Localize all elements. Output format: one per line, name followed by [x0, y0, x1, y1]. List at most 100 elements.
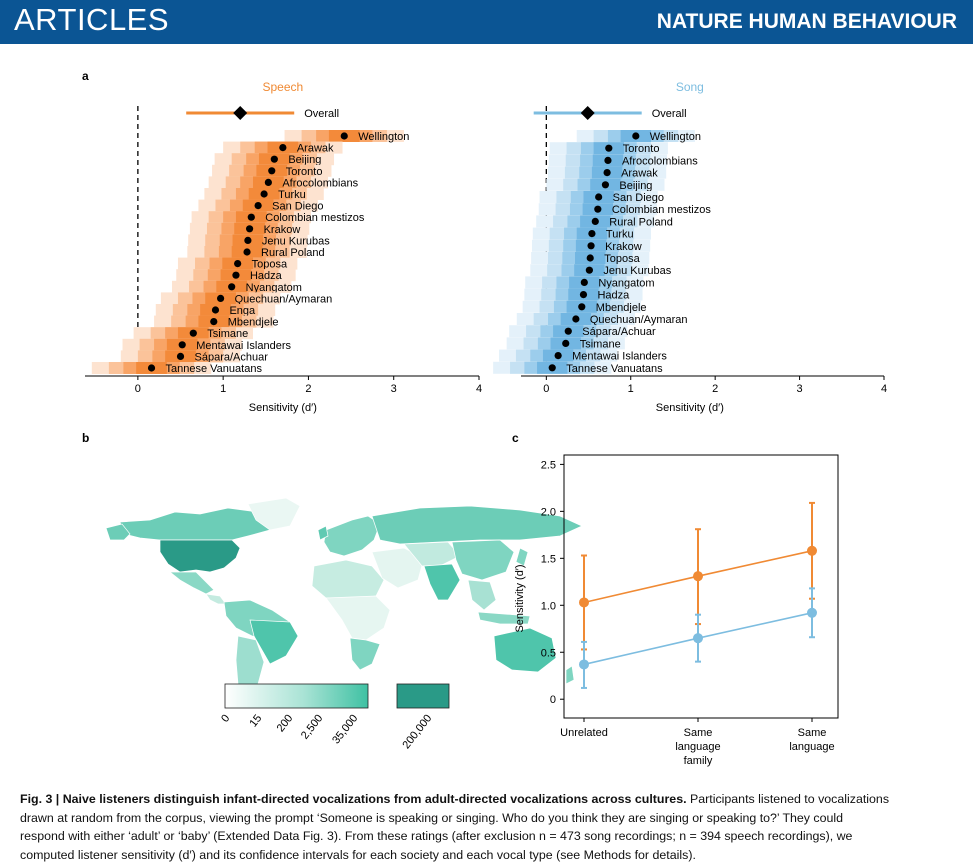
song-society-label: Toronto	[623, 143, 660, 155]
c-point	[693, 633, 703, 644]
caption-title: Fig. 3 | Naive listeners distinguish inf…	[20, 792, 687, 806]
speech-point	[268, 167, 276, 175]
map-new-zealand	[565, 665, 575, 685]
song-society-label: Arawak	[621, 168, 658, 180]
speech-point	[244, 236, 252, 244]
speech-point	[270, 155, 278, 163]
speech-point	[228, 283, 236, 291]
song-x-label: Sensitivity (d′)	[656, 402, 724, 414]
speech-society-label: Toposa	[252, 259, 288, 271]
panel-label-c: c	[512, 431, 519, 445]
speech-tick-label: 1	[220, 383, 226, 395]
map-legend-tick-label: 15	[247, 712, 264, 729]
song-society-label: Mentawai Islanders	[572, 351, 667, 363]
speech-society-label: Colombian mestizos	[265, 212, 365, 224]
speech-point	[189, 329, 197, 337]
speech-overall-label: Overall	[304, 108, 339, 120]
speech-point	[254, 202, 262, 210]
c-x-tick-label: language	[675, 741, 720, 753]
journal-header: ARTICLES NATURE HUMAN BEHAVIOUR	[0, 0, 973, 44]
song-point	[572, 315, 580, 323]
c-y-tick-label: 0.5	[541, 647, 556, 659]
song-point	[585, 266, 593, 274]
speech-point	[243, 248, 251, 256]
c-point	[579, 659, 589, 670]
song-society-label: Quechuan/Aymaran	[590, 314, 688, 326]
speech-society-label: Jenu Kurubas	[262, 235, 330, 247]
map-canada	[119, 507, 283, 541]
song-title: Song	[676, 80, 704, 94]
song-tick-label: 1	[628, 383, 634, 395]
song-tick-label: 2	[712, 383, 718, 395]
figure-3: a b c SpeechOverallWellingtonArawakBeiji…	[82, 69, 887, 767]
speech-tick-label: 4	[476, 383, 482, 395]
speech-point	[234, 260, 242, 268]
map-middle-east	[371, 547, 425, 589]
c-x-tick-label: Same	[684, 727, 713, 739]
speech-society-label: Wellington	[358, 131, 409, 143]
speech-tick-label: 3	[391, 383, 397, 395]
c-y-tick-label: 1.0	[541, 600, 556, 612]
song-society-label: Jenu Kurubas	[603, 265, 671, 277]
map-australia	[493, 627, 557, 673]
song-point	[601, 181, 610, 189]
speech-society-label: Turku	[278, 189, 306, 201]
speech-point	[178, 341, 186, 349]
map-europe	[323, 515, 381, 557]
speech-society-label: Afrocolombians	[282, 177, 358, 189]
map-india	[423, 563, 461, 601]
song-point	[605, 144, 613, 152]
speech-society-label: Quechuan/Aymaran	[235, 293, 333, 305]
speech-tick-label: 2	[305, 383, 311, 395]
map-russia	[371, 505, 583, 545]
map-africa-central	[325, 595, 391, 641]
caption-line1: Participants listened to vocalizations	[686, 792, 890, 806]
speech-society-label: Rural Poland	[261, 247, 325, 259]
map-indonesia	[477, 611, 531, 625]
map-japan	[515, 547, 529, 567]
map-legend-max	[396, 683, 450, 709]
map-alaska	[105, 523, 131, 541]
song-point	[548, 364, 556, 372]
song-society-label: Nyangatom	[598, 277, 654, 289]
speech-point	[340, 132, 348, 140]
journal-name: NATURE HUMAN BEHAVIOUR	[656, 10, 957, 33]
map-legend-tick-label: 0	[219, 712, 232, 724]
speech-tick-label: 0	[135, 383, 141, 395]
song-point	[603, 169, 611, 177]
speech-point	[264, 178, 272, 186]
song-point	[587, 242, 595, 250]
caption-line2: drawn at random from the corpus, viewing…	[20, 810, 844, 825]
song-society-label: Hadza	[597, 290, 630, 302]
map-usa	[159, 539, 241, 573]
c-x-tick-label: family	[684, 755, 713, 767]
speech-point	[216, 294, 225, 302]
speech-point	[232, 271, 240, 279]
song-society-label: Colombian mestizos	[612, 204, 712, 216]
map-uk	[317, 525, 329, 541]
speech-point	[279, 144, 287, 152]
speech-title: Speech	[263, 80, 304, 94]
map-china	[451, 539, 515, 581]
song-point	[580, 278, 588, 286]
map-africa-south	[349, 637, 381, 671]
map-mexico	[169, 571, 215, 595]
speech-society-label: San Diego	[272, 201, 323, 213]
song-society-label: Afrocolombians	[622, 155, 698, 167]
map-legend-tick-label: 200	[275, 712, 296, 734]
speech-society-label: Enga	[229, 305, 256, 317]
song-point	[632, 132, 640, 140]
song-point	[564, 327, 572, 335]
speech-society-label: Beijing	[288, 154, 321, 166]
song-point	[591, 217, 599, 225]
c-x-tick-label: Same	[798, 727, 827, 739]
song-tick-label: 0	[543, 383, 549, 395]
speech-society-label: Mbendjele	[228, 317, 279, 329]
map-central-asia	[403, 541, 461, 567]
speech-point	[245, 225, 254, 233]
speech-society-label: Arawak	[297, 143, 334, 155]
song-society-label: Toposa	[604, 253, 640, 265]
song-society-label: Beijing	[619, 180, 652, 192]
panel-label-b: b	[82, 431, 89, 445]
song-point	[604, 156, 612, 164]
